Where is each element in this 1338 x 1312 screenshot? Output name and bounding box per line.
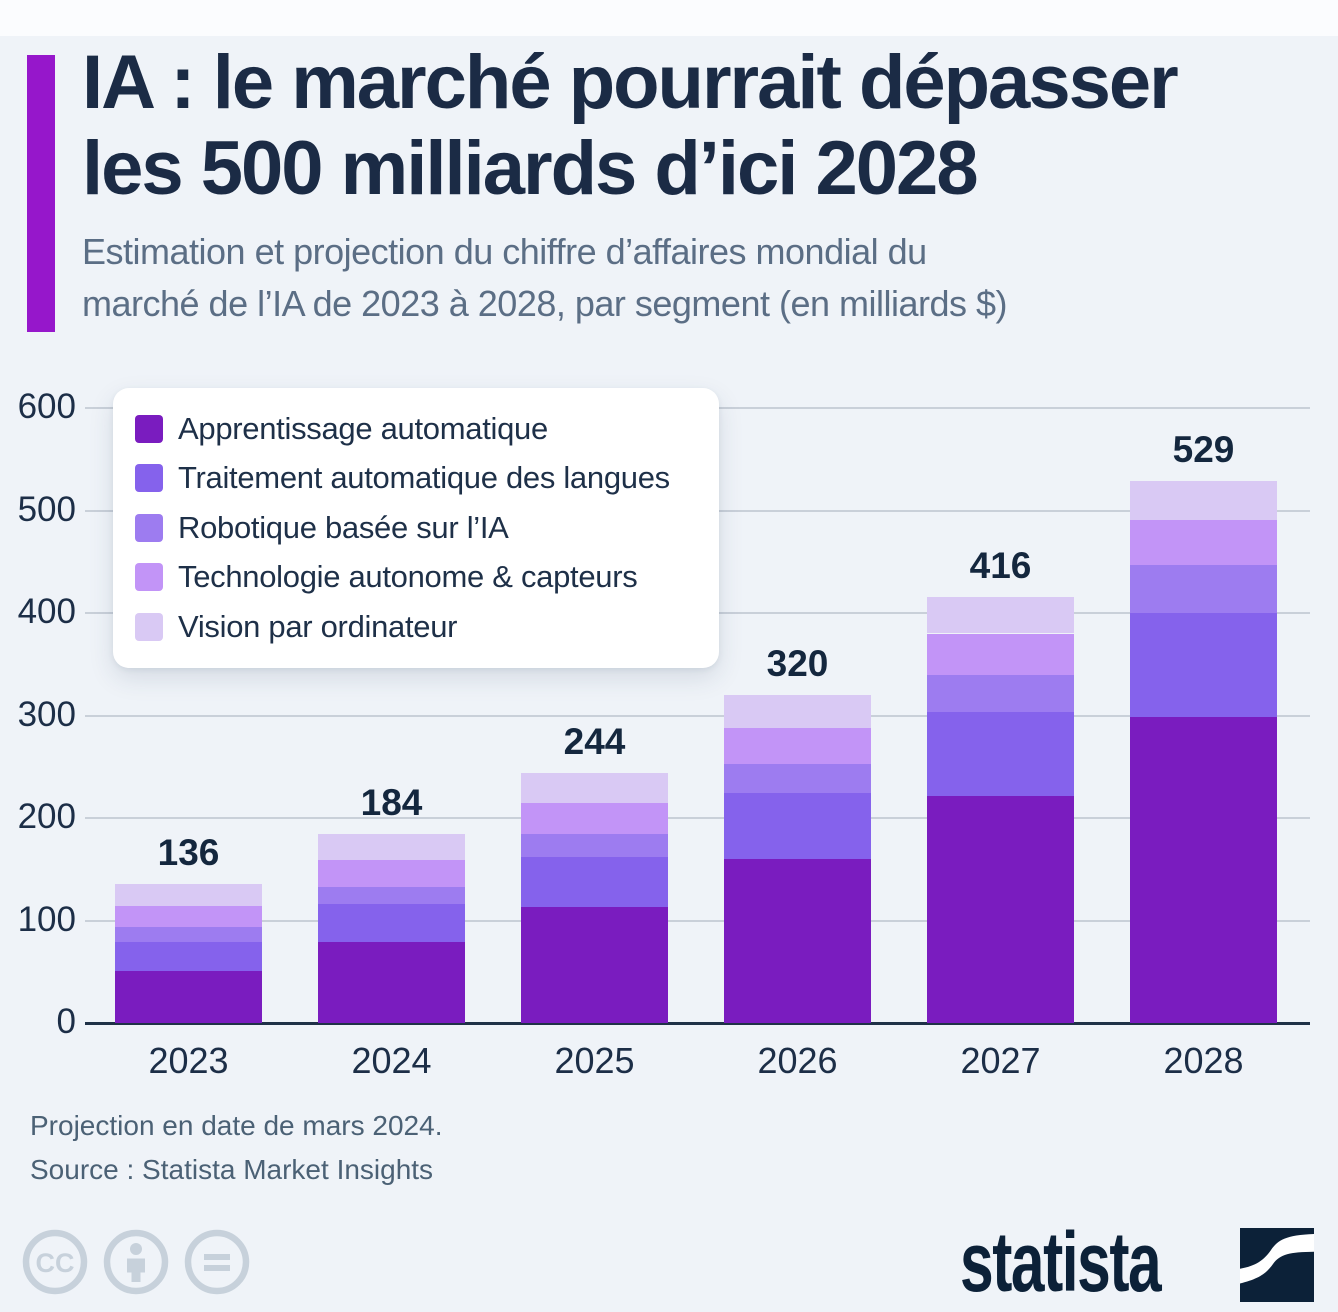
- bar-segment: [1130, 519, 1277, 565]
- legend-item-traitement: Traitement automatique des langues: [135, 454, 699, 504]
- x-axis-label-2024: 2024: [351, 1040, 432, 1081]
- legend-swatch-apprentissage: [135, 414, 163, 443]
- bar-segment: [724, 793, 871, 859]
- gridline-100: [85, 919, 1310, 922]
- bar-segment: [115, 883, 262, 907]
- page-title: IA : le marché pourrait dépasser les 500…: [82, 40, 1322, 212]
- legend-label: Robotique basée sur l’IA: [178, 509, 509, 545]
- bar-segment: [724, 859, 871, 1023]
- bar-segment: [115, 906, 262, 927]
- bar-segment: [724, 727, 871, 764]
- bar-segment: [1130, 564, 1277, 613]
- x-axis-label-2025: 2025: [554, 1040, 635, 1081]
- cc-icon: CC: [22, 1229, 88, 1295]
- bar-segment: [1130, 480, 1277, 520]
- title-line-1: IA : le marché pourrait dépasser: [82, 40, 1179, 125]
- legend-item-apprentissage: Apprentissage automatique: [135, 404, 699, 454]
- x-axis-label-2028: 2028: [1163, 1040, 1244, 1081]
- x-axis-label-2023: 2023: [148, 1040, 229, 1081]
- license-icons: CC: [22, 1229, 250, 1295]
- projection-note: Projection en date de mars 2024.: [30, 1110, 443, 1141]
- legend-label: Apprentissage automatique: [178, 410, 548, 446]
- statista-logo-mark: [1240, 1228, 1314, 1307]
- bar-segment: [521, 772, 668, 803]
- subtitle-line-2: marché de l’IA de 2023 à 2028, par segme…: [82, 283, 1008, 324]
- y-axis-tick-400: 400: [17, 592, 76, 631]
- bar-total-label: 184: [360, 782, 423, 824]
- bar-segment: [521, 802, 668, 835]
- y-axis-tick-0: 0: [56, 1002, 76, 1041]
- bar-segment: [927, 712, 1074, 797]
- legend-label: Vision par ordinateur: [178, 608, 458, 644]
- source-note: Source : Statista Market Insights: [30, 1154, 434, 1185]
- chart-legend: Apprentissage automatique Traitement aut…: [113, 388, 719, 668]
- bar-segment: [318, 886, 465, 905]
- bar-segment: [115, 926, 262, 943]
- bar-segment: [318, 834, 465, 861]
- bar-total-label: 320: [766, 643, 829, 684]
- bar-segment: [927, 796, 1074, 1023]
- legend-item-robotique: Robotique basée sur l’IA: [135, 503, 699, 553]
- bar-segment: [115, 970, 262, 1023]
- bar-segment: [318, 860, 465, 887]
- legend-label: Traitement automatique des langues: [178, 460, 670, 496]
- svg-text:CC: CC: [36, 1248, 75, 1278]
- legend-item-vision: Vision par ordinateur: [135, 602, 699, 652]
- legend-swatch-technologie: [135, 563, 163, 592]
- bar-segment: [318, 942, 465, 1023]
- gridline-200: [85, 817, 1310, 819]
- bar-segment: [115, 942, 262, 971]
- x-axis-line: [85, 1021, 1310, 1025]
- bar-segment: [927, 674, 1074, 713]
- y-axis-tick-200: 200: [17, 797, 76, 836]
- chart-subtitle: Estimation et projection du chiffre d’af…: [82, 226, 1322, 330]
- cc-by-person-icon: [103, 1229, 169, 1295]
- cc-nd-equals-icon: [184, 1229, 250, 1295]
- gridline-300: [85, 714, 1310, 717]
- statista-logo-text: statista: [960, 1215, 1162, 1309]
- bar-segment: [1130, 613, 1277, 717]
- statista-logo: statista: [960, 1215, 1314, 1309]
- legend-swatch-vision: [135, 612, 163, 641]
- top-strip: [0, 0, 1338, 36]
- subtitle-line-1: Estimation et projection du chiffre d’af…: [82, 231, 927, 272]
- bar-segment: [927, 633, 1074, 675]
- bar-total-label: 416: [969, 544, 1032, 586]
- bar-segment: [927, 596, 1074, 634]
- x-axis-label-2027: 2027: [960, 1040, 1041, 1081]
- bar-segment: [318, 904, 465, 943]
- footnote: Projection en date de mars 2024. Source …: [30, 1104, 442, 1192]
- bar-total-label: 136: [157, 831, 220, 873]
- bar-total-label: 529: [1172, 428, 1235, 470]
- bar-segment: [724, 763, 871, 794]
- title-line-2: les 500 milliards d’ici 2028: [82, 126, 979, 211]
- y-axis-tick-100: 100: [17, 899, 76, 939]
- legend-label: Technologie autonome & capteurs: [178, 559, 638, 595]
- bar-segment: [724, 695, 871, 728]
- legend-item-technologie: Technologie autonome & capteurs: [135, 553, 699, 603]
- bar-segment: [521, 834, 668, 857]
- x-axis-label-2026: 2026: [757, 1040, 838, 1081]
- bar-segment: [521, 907, 668, 1023]
- bar-segment: [521, 856, 668, 908]
- legend-swatch-robotique: [135, 513, 163, 542]
- bar-segment: [1130, 716, 1277, 1023]
- y-axis-tick-300: 300: [17, 694, 76, 734]
- bar-total-label: 244: [563, 720, 626, 762]
- y-axis-tick-600: 600: [17, 387, 76, 426]
- legend-swatch-traitement: [135, 464, 163, 493]
- title-accent-bar: [27, 55, 55, 332]
- y-axis-tick-500: 500: [17, 489, 76, 529]
